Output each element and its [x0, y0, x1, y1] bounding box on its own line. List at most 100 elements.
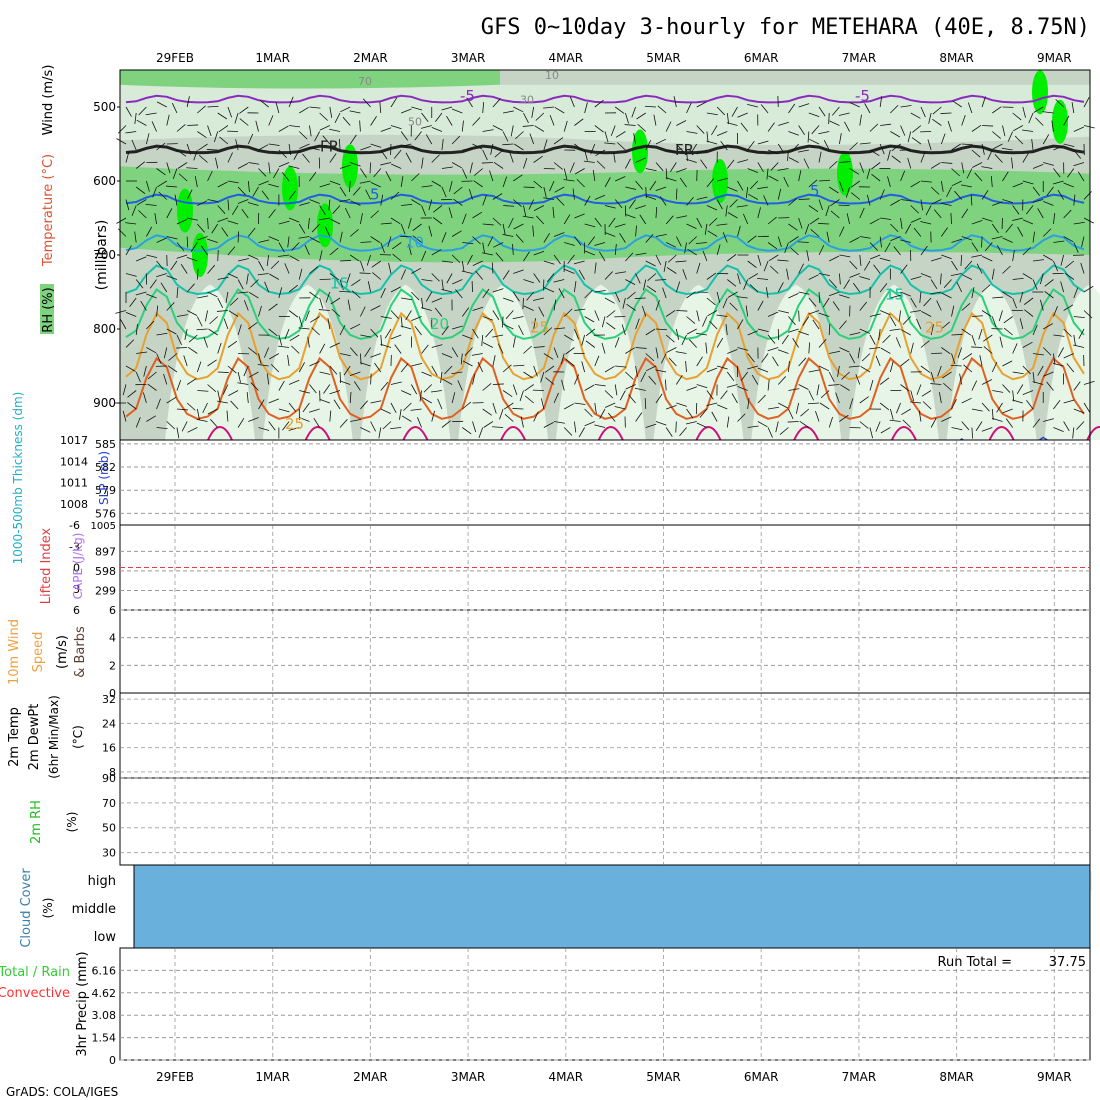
- wind-barb: [349, 371, 361, 376]
- wind-barb: [1011, 157, 1014, 169]
- wind-barb: [142, 392, 147, 404]
- wind-barb: [871, 173, 881, 182]
- wind-barb: [168, 353, 178, 361]
- wind-barb: [604, 131, 609, 143]
- wind-barb: [860, 365, 871, 373]
- wind-barb: [826, 231, 830, 243]
- wind-barb: [329, 390, 341, 395]
- wind-barb: [410, 408, 422, 411]
- isotherm-30-blob: [695, 426, 722, 441]
- wind-barb: [961, 208, 969, 219]
- wind-barb: [1083, 217, 1094, 224]
- wind-barb: [748, 193, 759, 200]
- wind-barb: [866, 194, 871, 206]
- wind-barb: [125, 222, 137, 225]
- wind-barb: [595, 149, 606, 157]
- temp-tick: 32: [102, 693, 116, 706]
- wind-barb: [1063, 353, 1074, 359]
- rh-contour-label: 10: [545, 69, 559, 82]
- wind-barb: [981, 143, 985, 155]
- wind-barb: [171, 102, 178, 114]
- wind-barb: [940, 180, 944, 192]
- wind-barb: [686, 223, 697, 230]
- wind-barb: [390, 191, 400, 200]
- wind-barb: [400, 325, 412, 330]
- wind-barb: [729, 199, 738, 208]
- wind-barb: [380, 287, 386, 299]
- wind-barb: [351, 290, 361, 299]
- wind-barb: [502, 390, 513, 397]
- wind-barb: [287, 236, 290, 248]
- wind-barb: [1053, 168, 1061, 178]
- wind-barb: [186, 167, 198, 169]
- wind-barb: [227, 199, 230, 211]
- rh-contour-label: 30: [520, 93, 534, 106]
- wind-barb: [961, 328, 972, 336]
- wind-barb: [1073, 149, 1082, 159]
- wind-barb: [900, 264, 908, 274]
- wind-barb: [176, 287, 179, 299]
- wind-barb: [508, 217, 514, 229]
- isotherm-30-blob: [207, 426, 233, 441]
- wind-barb: [452, 325, 463, 330]
- wind-barb: [166, 162, 171, 174]
- wind-barb: [125, 245, 132, 256]
- wind-barb: [763, 195, 769, 206]
- wind-barb: [594, 262, 597, 274]
- wind-barb: [248, 417, 259, 422]
- wind-barb: [482, 242, 486, 254]
- wind-barb: [1080, 262, 1085, 274]
- wind-barb: [896, 402, 901, 414]
- wind-barb: [203, 336, 208, 348]
- wind-barb: [176, 242, 185, 252]
- wind-barb: [1043, 254, 1053, 261]
- wind-barb: [311, 223, 320, 233]
- wind-barb: [390, 286, 401, 293]
- wind-barb: [765, 287, 769, 299]
- wind-barb: [971, 315, 983, 317]
- wind-barb: [596, 160, 606, 169]
- wind-barb: [339, 186, 347, 197]
- wind-barb: [135, 291, 147, 296]
- wind-barb: [1014, 135, 1024, 145]
- wind-barb: [156, 353, 162, 364]
- wind-barb: [449, 180, 453, 192]
- wind-barb: [553, 254, 561, 265]
- wind-barb: [769, 265, 779, 274]
- wind-barb: [981, 190, 989, 200]
- wind-barb: [304, 244, 310, 256]
- wind-barb: [859, 254, 862, 266]
- wind-barb: [634, 387, 646, 391]
- wind-barb: [798, 263, 804, 274]
- wind-barb: [584, 408, 593, 418]
- wind-barb: [635, 347, 647, 349]
- wind-barb: [432, 217, 443, 225]
- wind-barb: [777, 349, 789, 354]
- wind-barb: [686, 386, 698, 391]
- wind-barb: [287, 355, 290, 367]
- wind-barb: [798, 217, 803, 229]
- wind-barb: [726, 122, 738, 126]
- wind-barb: [482, 316, 494, 321]
- isotherm-label: 25: [925, 319, 944, 337]
- wind-barb: [330, 297, 341, 305]
- wind-barb: [1022, 247, 1032, 256]
- wind-barb: [411, 106, 423, 111]
- wind-barb: [869, 379, 874, 391]
- wind-barb: [211, 223, 219, 234]
- wind-barb: [1042, 347, 1052, 356]
- wind-barb: [502, 176, 508, 188]
- wind-barb: [482, 252, 493, 256]
- wind-barb: [434, 307, 443, 317]
- wind-barb: [996, 245, 1003, 256]
- wind-barb: [366, 254, 371, 266]
- wind-barb: [278, 242, 285, 253]
- wind-barb: [747, 365, 758, 370]
- wind-barb: [1033, 106, 1044, 113]
- wind-barb: [370, 210, 380, 219]
- wind-barb: [760, 104, 769, 114]
- wind-axis-label-3: (m/s): [55, 635, 70, 669]
- wind-barb: [322, 135, 331, 145]
- wind-barb: [979, 355, 983, 367]
- wind-barb: [1083, 285, 1094, 293]
